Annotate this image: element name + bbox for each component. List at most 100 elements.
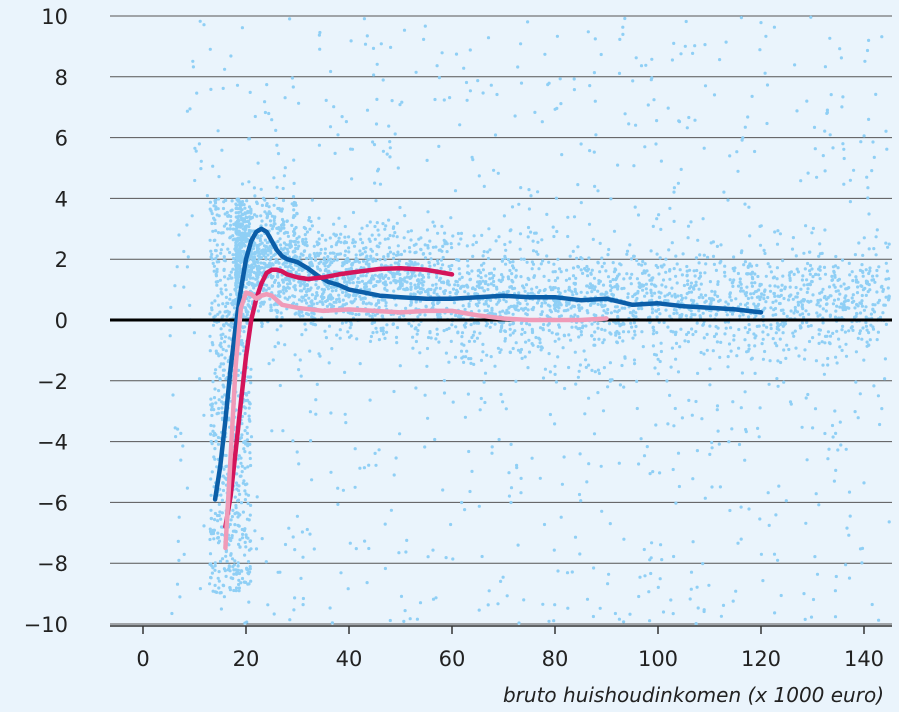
scatter-point	[219, 607, 223, 611]
scatter-point	[509, 228, 513, 232]
scatter-point	[607, 247, 611, 252]
scatter-point	[781, 331, 785, 335]
scatter-point	[237, 236, 241, 240]
scatter-point	[459, 237, 463, 241]
scatter-point	[726, 365, 730, 369]
scatter-point	[658, 577, 662, 581]
scatter-point	[773, 611, 777, 615]
scatter-point	[275, 328, 279, 332]
scatter-point	[593, 330, 597, 334]
scatter-point	[414, 70, 418, 74]
scatter-point	[602, 309, 606, 313]
scatter-point	[631, 79, 635, 83]
scatter-point	[844, 447, 848, 451]
scatter-point	[495, 285, 499, 289]
scatter-point	[254, 271, 258, 275]
scatter-point	[466, 264, 470, 268]
scatter-point	[579, 201, 583, 205]
scatter-point	[753, 149, 757, 154]
scatter-point	[842, 156, 846, 161]
scatter-point	[875, 338, 879, 342]
scatter-point	[481, 350, 485, 354]
scatter-point	[216, 312, 220, 316]
scatter-point	[690, 413, 694, 417]
scatter-point	[769, 326, 773, 331]
scatter-point	[222, 255, 226, 259]
scatter-point	[303, 298, 307, 302]
scatter-point	[853, 315, 857, 319]
scatter-point	[477, 309, 481, 313]
scatter-point	[218, 278, 222, 282]
scatter-point	[243, 306, 248, 310]
scatter-point	[297, 298, 301, 302]
scatter-point	[292, 301, 296, 305]
scatter-point	[775, 321, 780, 325]
scatter-point	[617, 617, 622, 621]
scatter-point	[814, 359, 819, 363]
scatter-point	[355, 284, 359, 288]
scatter-point	[728, 278, 732, 282]
scatter-point	[737, 346, 741, 350]
scatter-point	[792, 272, 796, 276]
scatter-point	[218, 365, 222, 369]
scatter-point	[481, 254, 485, 258]
scatter-point	[415, 332, 419, 336]
scatter-point	[517, 202, 521, 206]
scatter-point	[804, 309, 808, 313]
scatter-point	[236, 498, 241, 502]
scatter-point	[198, 19, 202, 23]
scatter-point	[253, 257, 257, 261]
scatter-point	[672, 311, 676, 316]
scatter-point	[645, 291, 649, 295]
scatter-point	[253, 529, 257, 533]
scatter-point	[757, 435, 761, 439]
scatter-point	[658, 256, 662, 260]
scatter-point	[622, 537, 626, 541]
scatter-point	[309, 321, 313, 325]
scatter-point	[547, 352, 551, 356]
scatter-point	[463, 290, 467, 294]
scatter-point	[243, 489, 247, 493]
scatter-point	[468, 89, 472, 93]
scatter-point	[407, 246, 412, 250]
scatter-point	[692, 287, 696, 291]
scatter-point	[363, 287, 367, 291]
scatter-point	[635, 258, 639, 263]
scatter-point	[834, 468, 838, 472]
scatter-point	[219, 251, 223, 255]
scatter-point	[294, 243, 298, 247]
scatter-point	[526, 225, 531, 230]
scatter-point	[732, 334, 736, 338]
scatter-point	[281, 198, 286, 203]
scatter-point	[428, 239, 432, 243]
scatter-point	[754, 314, 758, 318]
scatter-point	[651, 276, 655, 280]
scatter-point	[247, 600, 251, 604]
scatter-point	[773, 230, 777, 234]
scatter-point	[360, 252, 364, 256]
scatter-point	[328, 236, 332, 240]
scatter-point	[576, 245, 580, 249]
scatter-point	[596, 326, 600, 330]
y-tick-label: 0	[55, 309, 68, 333]
scatter-point	[676, 451, 681, 455]
scatter-point	[255, 495, 259, 499]
scatter-point	[224, 321, 228, 325]
scatter-point	[866, 196, 870, 200]
scatter-point	[383, 280, 387, 284]
scatter-point	[474, 302, 478, 306]
scatter-point	[686, 330, 691, 335]
scatter-point	[609, 288, 613, 293]
scatter-point	[871, 274, 875, 278]
scatter-point	[753, 336, 757, 340]
scatter-point	[392, 473, 396, 477]
scatter-point	[588, 84, 592, 88]
scatter-point	[247, 406, 251, 410]
scatter-point	[276, 275, 280, 279]
scatter-point	[614, 268, 618, 272]
scatter-point	[702, 608, 706, 612]
scatter-point	[519, 275, 523, 279]
scatter-point	[878, 422, 882, 427]
scatter-point	[222, 224, 226, 228]
scatter-point	[861, 288, 866, 292]
